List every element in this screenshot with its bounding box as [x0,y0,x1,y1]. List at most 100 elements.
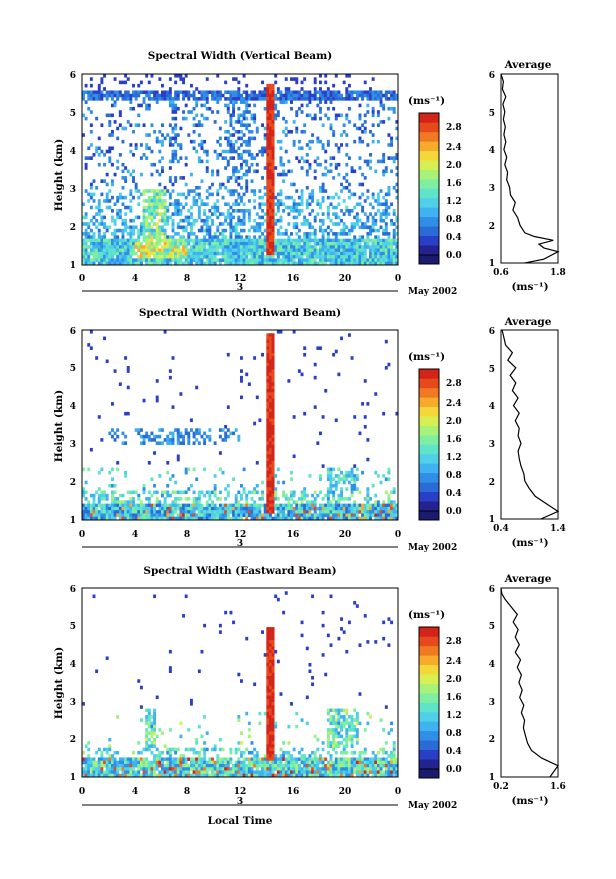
heatmap-cell [153,242,156,246]
heatmap-cell [172,356,175,360]
heatmap-cell [245,249,248,253]
heatmap-cell [156,379,159,383]
heatmap-cell [203,757,206,761]
heatmap-cell [224,97,227,101]
heatmap-cell [290,183,293,187]
heatmap-cell [393,513,396,517]
heatmap-cell [182,94,185,98]
heatmap-cell [390,143,393,147]
heatmap-cell [348,255,351,259]
heatmap-cell [330,474,333,478]
heatmap-cell [129,757,132,761]
heatmap-cell [359,255,362,259]
heatmap-cell [282,97,285,101]
heatmap-cell [182,235,185,239]
heatmap-cell [306,510,309,514]
heatmap-cell [280,748,283,752]
heatmap-cell [219,513,222,517]
heatmap-cell [106,255,109,259]
heatmap-cell [256,212,259,216]
heatmap-cell [256,94,259,98]
heatmap-cell [251,163,254,167]
colorbar-swatch [419,141,439,151]
heatmap-cell [245,494,248,498]
heatmap-cell [216,229,219,233]
heatmap-cell [348,249,351,253]
colorbar-swatch [419,189,439,199]
heatmap-cell [364,497,367,501]
heatmap-cell [269,333,272,337]
heatmap-cell [245,104,248,108]
heatmap-cell [269,90,272,94]
heatmap-cell [359,258,362,262]
heatmap-cell [269,507,272,511]
heatmap-cell [343,176,346,180]
heatmap-cell [351,510,354,514]
heatmap-cell [174,428,177,432]
heatmap-cell [153,193,156,197]
heatmap-cell [324,249,327,253]
heatmap-cell [319,249,322,253]
heatmap-cell [319,87,322,91]
heatmap-cell [240,751,243,755]
heatmap-cell [280,692,283,696]
heatmap-cell [232,258,235,262]
heatmap-cell [327,258,330,262]
heatmap-cell [174,255,177,259]
heatmap-cell [190,255,193,259]
heatmap-cell [95,186,98,190]
heatmap-cell [190,757,193,761]
heatmap-cell [111,245,114,249]
heatmap-cell [116,90,119,94]
heatmap-cell [303,252,306,256]
heatmap-cell [330,94,333,98]
heatmap-cell [153,510,156,514]
heatmap-cell [235,140,238,144]
heatmap-cell [193,432,196,436]
heatmap-cell [177,438,180,442]
heatmap-cell [340,497,343,501]
heatmap-cell [190,229,193,233]
heatmap-cell [203,242,206,246]
heatmap-cell [187,97,190,101]
heatmap-cell [387,497,390,501]
panel-2-xtick: 4 [132,530,138,540]
heatmap-cell [272,225,275,229]
heatmap-cell [359,219,362,223]
heatmap-cell [148,146,151,150]
heatmap-cell [269,705,272,709]
heatmap-cell [140,193,143,197]
heatmap-cell [93,767,96,771]
heatmap-cell [293,94,296,98]
heatmap-cell [156,441,159,445]
heatmap-cell [182,110,185,114]
heatmap-cell [156,137,159,141]
heatmap-cell [153,199,156,203]
heatmap-cell [319,100,322,104]
heatmap-cell [229,611,232,615]
heatmap-cell [369,160,372,164]
heatmap-cell [272,504,275,508]
heatmap-cell [387,117,390,121]
heatmap-cell [198,258,201,262]
heatmap-cell [240,754,243,758]
heatmap-cell [119,90,122,94]
heatmap-cell [153,229,156,233]
heatmap-cell [164,97,167,101]
panel-2-ytick: 1 [70,516,76,526]
heatmap-cell [148,513,151,517]
heatmap-cell [330,156,333,160]
heatmap-cell [387,235,390,239]
heatmap-cell [269,477,272,481]
heatmap-cell [214,767,217,771]
heatmap-cell [337,258,340,262]
heatmap-cell [132,225,135,229]
heatmap-cell [211,507,214,511]
heatmap-cell [280,242,283,246]
heatmap-cell [243,491,246,495]
heatmap-cell [224,219,227,223]
heatmap-cell [145,761,148,765]
heatmap-cell [185,428,188,432]
heatmap-cell [148,761,151,765]
heatmap-cell [266,435,269,439]
